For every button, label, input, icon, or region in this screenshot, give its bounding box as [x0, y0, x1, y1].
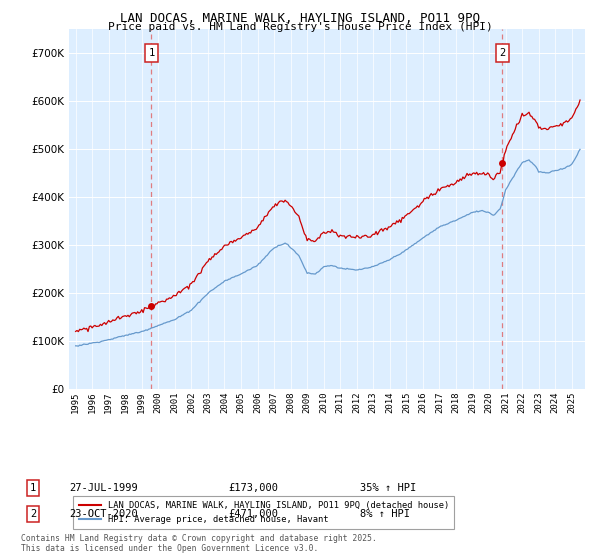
Text: 35% ↑ HPI: 35% ↑ HPI [360, 483, 416, 493]
Text: 23-OCT-2020: 23-OCT-2020 [69, 509, 138, 519]
Text: 1: 1 [148, 48, 154, 58]
Text: 1: 1 [30, 483, 36, 493]
Text: LAN DOCAS, MARINE WALK, HAYLING ISLAND, PO11 9PQ: LAN DOCAS, MARINE WALK, HAYLING ISLAND, … [120, 12, 480, 25]
Text: 27-JUL-1999: 27-JUL-1999 [69, 483, 138, 493]
Text: Contains HM Land Registry data © Crown copyright and database right 2025.
This d: Contains HM Land Registry data © Crown c… [21, 534, 377, 553]
Text: £173,000: £173,000 [228, 483, 278, 493]
Text: 2: 2 [30, 509, 36, 519]
Text: 2: 2 [499, 48, 506, 58]
Text: 8% ↑ HPI: 8% ↑ HPI [360, 509, 410, 519]
Legend: LAN DOCAS, MARINE WALK, HAYLING ISLAND, PO11 9PQ (detached house), HPI: Average : LAN DOCAS, MARINE WALK, HAYLING ISLAND, … [73, 496, 454, 529]
Text: Price paid vs. HM Land Registry's House Price Index (HPI): Price paid vs. HM Land Registry's House … [107, 22, 493, 32]
Text: £471,000: £471,000 [228, 509, 278, 519]
